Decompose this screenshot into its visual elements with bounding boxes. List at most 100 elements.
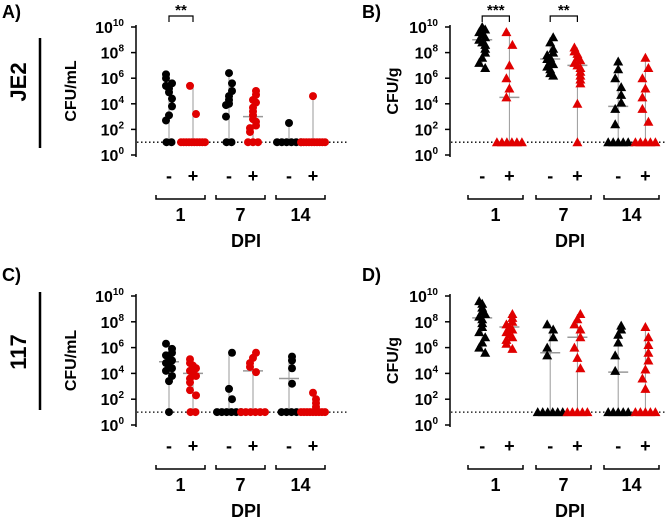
y-axis-title: CFU/g	[385, 337, 402, 384]
data-point	[542, 342, 553, 352]
data-point	[192, 110, 200, 119]
data-point	[186, 81, 194, 90]
data-point	[616, 82, 627, 92]
data-point	[474, 57, 485, 67]
data-point	[643, 332, 654, 342]
data-point	[480, 62, 491, 72]
data-point	[507, 39, 518, 49]
condition-sign-label: -	[226, 436, 232, 456]
group-bracket	[275, 195, 326, 200]
data-point	[168, 364, 176, 373]
condition-sign-label: +	[248, 436, 259, 456]
group-bracket	[467, 195, 524, 200]
data-point	[640, 383, 651, 393]
data-point	[321, 408, 329, 417]
data-point	[288, 356, 296, 365]
day-tick-label: 14	[621, 205, 641, 225]
data-point	[548, 324, 559, 334]
data-point	[321, 138, 329, 147]
y-tick-label: 1010	[95, 18, 124, 37]
data-point	[616, 97, 627, 107]
group-bracket	[467, 465, 524, 470]
y-tick-label: 108	[415, 44, 439, 63]
condition-sign-label: +	[504, 166, 515, 186]
x-axis-title: DPI	[231, 231, 261, 251]
data-point	[228, 79, 236, 88]
significance-label: ***	[487, 2, 505, 19]
data-point	[637, 92, 648, 102]
y-tick-label: 104	[415, 95, 439, 114]
x-axis-title: DPI	[555, 231, 585, 251]
data-point	[222, 112, 230, 121]
data-point	[640, 52, 651, 62]
y-tick-label: 1010	[409, 18, 438, 37]
data-point	[165, 377, 173, 386]
y-tick-label: 102	[101, 390, 125, 409]
data-point	[613, 337, 624, 347]
y-axis-title: CFU/mL	[63, 60, 80, 122]
day-tick-label: 1	[490, 205, 500, 225]
data-point	[191, 408, 200, 417]
row-label-117: 117	[6, 292, 42, 410]
day-tick-label: 7	[235, 475, 245, 495]
data-point	[201, 138, 209, 147]
data-point	[165, 88, 173, 97]
data-point	[507, 343, 518, 353]
condition-sign-label: +	[504, 436, 515, 456]
data-point	[650, 407, 661, 417]
condition-sign-label: +	[308, 436, 319, 456]
data-point	[507, 332, 518, 342]
significance-label: **	[175, 2, 187, 19]
y-tick-label: 106	[101, 339, 125, 358]
condition-sign-label: -	[166, 166, 172, 186]
day-tick-label: 14	[621, 475, 641, 495]
data-point	[637, 103, 648, 113]
data-point	[285, 119, 293, 127]
data-point	[582, 407, 593, 417]
day-tick-label: 7	[235, 205, 245, 225]
data-point	[613, 329, 624, 339]
group-bracket	[535, 465, 592, 470]
condition-sign-label: +	[188, 436, 199, 456]
data-point	[288, 379, 296, 388]
data-point	[162, 74, 170, 83]
condition-sign-label: -	[286, 166, 292, 186]
condition-sign-label: -	[479, 166, 485, 186]
data-point	[575, 332, 586, 342]
data-point	[640, 364, 651, 374]
y-axis-title: CFU/g	[385, 67, 402, 114]
significance-bracket	[481, 15, 510, 22]
data-point	[474, 342, 485, 352]
y-tick-label: 100	[415, 416, 439, 435]
data-point	[225, 69, 233, 78]
data-point	[501, 27, 512, 37]
data-point	[167, 138, 176, 147]
data-point	[168, 94, 176, 103]
row-label-je2: JE2	[6, 38, 42, 148]
row-label-je2-text: JE2	[6, 62, 31, 101]
data-point	[246, 127, 254, 136]
data-point	[192, 391, 200, 400]
data-point	[501, 92, 512, 102]
data-point	[252, 121, 260, 130]
condition-sign-label: +	[308, 166, 319, 186]
condition-sign-label: -	[547, 436, 553, 456]
data-point	[610, 365, 621, 375]
data-point	[650, 137, 661, 147]
data-point	[504, 60, 515, 70]
data-point	[516, 137, 527, 147]
data-point	[288, 364, 296, 373]
data-point	[162, 339, 170, 348]
data-point	[227, 138, 236, 147]
data-point	[623, 407, 634, 417]
condition-sign-label: -	[226, 166, 232, 186]
group-bracket	[275, 465, 326, 470]
day-tick-label: 14	[290, 475, 310, 495]
x-axis-title: DPI	[231, 501, 261, 519]
data-point	[545, 37, 556, 47]
data-point	[643, 116, 654, 126]
